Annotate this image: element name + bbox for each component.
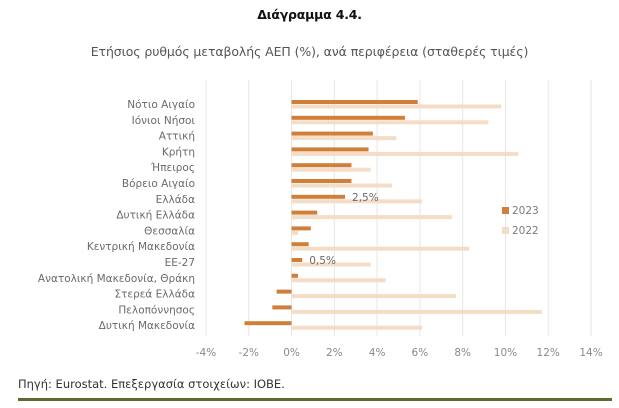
bar-2023 [291,163,352,168]
x-tick-label: 2% [326,347,343,359]
legend-label-2022: 2022 [512,225,539,237]
footer-rule [18,398,612,401]
bar-chart: Νότιο Αιγαίο Ιόνιοι Νήσοι Αττική Κρήτη Ήπειρ… [38,80,603,359]
bar-2022 [291,230,298,235]
bar-2022 [291,294,457,299]
legend-swatch-2022 [502,227,509,234]
category-label: Ελλάδα [156,194,195,206]
category-label: Πελοπόννησος [118,304,195,316]
x-tick-label: 8% [454,347,471,359]
chart-title: Ετήσιος ρυθμός μεταβολής ΑΕΠ (%), ανά πε… [90,44,529,59]
category-label: ΕΕ-27 [165,257,195,269]
x-tick-label: -4% [196,347,216,359]
bar-2023 [244,321,292,326]
bar-2022 [291,325,423,330]
category-label: Δυτική Ελλάδα [116,210,195,222]
bar-2023 [291,273,298,278]
x-tick-label: -2% [239,347,259,359]
category-label: Νότιο Αιγαίο [127,99,195,111]
legend-label-2023: 2023 [512,205,539,217]
bar-2023 [291,100,418,104]
category-label: Βόρειο Αιγαίο [122,178,195,190]
figure-number: Διάγραμμα 4.4. [257,7,362,22]
bar-2023 [291,147,369,152]
source-note: Πηγή: Eurostat. Επεξεργασία στοιχείων: Ι… [18,377,285,391]
bar-2023 [291,226,311,231]
bar-2023 [291,115,405,120]
bar-2023 [291,131,373,136]
bar-2022 [291,151,519,156]
category-label: Κεντρική Μακεδονία [87,241,195,253]
legend: 2023 2022 [502,205,539,237]
bar-2022 [291,199,423,204]
bars [244,100,542,330]
bar-2022 [291,183,393,188]
bar-2022 [291,136,397,141]
bar-2022 [291,278,386,283]
category-label: Θεσσαλία [144,225,195,237]
data-label: 2,5% [352,192,379,204]
category-label: Δυτική Μακεδονία [99,320,195,332]
bar-2023 [272,305,292,310]
bar-2022 [291,167,371,172]
bar-2022 [291,246,470,251]
category-label: Κρήτη [162,146,195,158]
bar-2023 [276,289,292,294]
bar-2023 [291,194,346,199]
x-tick-label: 6% [412,347,429,359]
x-tick-label: 14% [579,347,602,359]
x-tick-label: 0% [283,347,300,359]
bar-2023 [291,179,352,183]
category-label: Στερεά Ελλάδα [114,289,195,301]
x-tick-label: 12% [537,347,560,359]
bar-2022 [291,215,452,220]
bar-2022 [291,120,489,125]
legend-swatch-2023 [502,207,509,214]
category-label: Ήπειρος [150,162,195,174]
bar-2023 [291,210,318,215]
x-tick-label: 4% [369,347,386,359]
bar-2022 [291,104,502,109]
data-labels: 2,5% 0,5% [309,192,378,267]
category-labels: Νότιο Αιγαίο Ιόνιοι Νήσοι Αττική Κρήτη Ήπειρ… [38,99,196,332]
category-label: Αττική [159,131,195,143]
data-label: 0,5% [309,255,336,267]
bar-2022 [291,262,371,267]
bar-2022 [291,309,542,314]
bar-2023 [291,258,303,262]
category-label: Ιόνιοι Νήσοι [132,115,196,127]
x-tick-label: 10% [494,347,517,359]
category-label: Ανατολική Μακεδονία, Θράκη [38,273,195,285]
x-axis-tick-labels: -4% -2% 0% 2% 4% 6% 8% 10% 12% 14% [196,347,603,359]
bar-2023 [291,242,309,247]
